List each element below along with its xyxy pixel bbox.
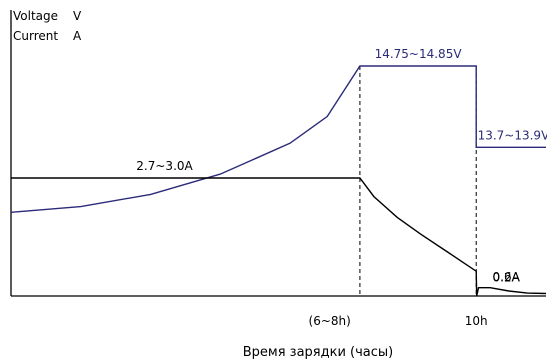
series-line-voltage bbox=[10, 65, 546, 213]
data-label: 0.6A bbox=[493, 270, 521, 284]
data-label: 14.75~14.85V bbox=[375, 47, 463, 61]
data-label: 2.7~3.0A bbox=[136, 159, 193, 173]
legend-voltage-unit: V bbox=[73, 9, 82, 23]
data-label: 13.7~13.9V bbox=[478, 128, 547, 142]
legend: Voltage V Current A bbox=[13, 9, 82, 43]
data-label: 0.2A bbox=[493, 271, 521, 285]
legend-current-unit: A bbox=[73, 29, 82, 43]
annotation-layer: 14.75~14.85V 13.7~13.9V 2.7~3.0A 0.6A0.2A bbox=[136, 47, 547, 285]
x-axis-title: Время зарядки (часы) bbox=[243, 345, 394, 360]
x-tick-label: (6~8h) bbox=[309, 314, 351, 328]
x-tick-label: 10h bbox=[465, 314, 488, 328]
x-tick-labels: (6~8h) 10h bbox=[309, 314, 488, 328]
legend-voltage-label: Voltage bbox=[13, 9, 58, 23]
legend-current-label: Current bbox=[13, 29, 58, 43]
series-layer bbox=[10, 65, 547, 297]
phase-guides bbox=[359, 66, 477, 296]
series-line-current bbox=[11, 177, 547, 297]
